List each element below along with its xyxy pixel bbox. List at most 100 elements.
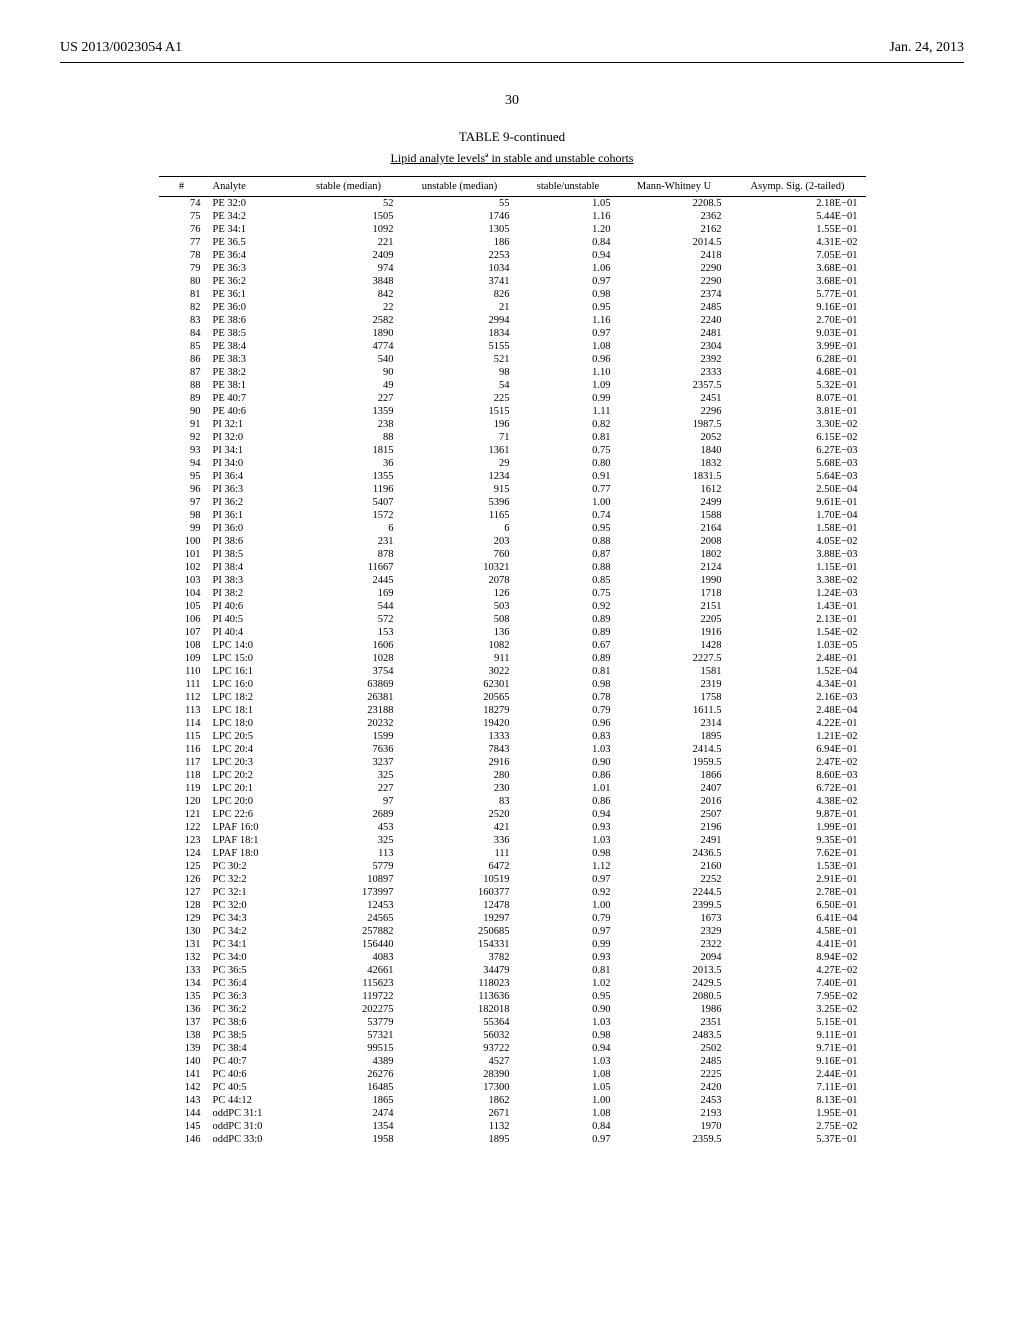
table-cell: 160377 bbox=[402, 886, 518, 899]
table-cell: 7.40E−01 bbox=[730, 977, 866, 990]
table-cell: 238 bbox=[296, 418, 402, 431]
table-cell: PI 34:0 bbox=[205, 457, 296, 470]
table-cell: 0.96 bbox=[518, 717, 619, 730]
table-cell: 8.60E−03 bbox=[730, 769, 866, 782]
table-cell: 17300 bbox=[402, 1081, 518, 1094]
lipid-analyte-table: # Analyte stable (median) unstable (medi… bbox=[159, 176, 866, 1146]
table-row: 98PI 36:1157211650.7415881.70E−04 bbox=[159, 509, 866, 522]
table-cell: 0.92 bbox=[518, 886, 619, 899]
table-cell: 120 bbox=[159, 795, 205, 808]
table-cell: 1612 bbox=[619, 483, 730, 496]
table-cell: 2481 bbox=[619, 327, 730, 340]
table-cell: 0.97 bbox=[518, 275, 619, 288]
table-cell: 1.95E−01 bbox=[730, 1107, 866, 1120]
table-cell: 3.30E−02 bbox=[730, 418, 866, 431]
table-cell: 2094 bbox=[619, 951, 730, 964]
table-cell: 0.98 bbox=[518, 288, 619, 301]
table-cell: 0.97 bbox=[518, 925, 619, 938]
table-cell: LPC 20:2 bbox=[205, 769, 296, 782]
table-cell: LPC 16:1 bbox=[205, 665, 296, 678]
table-cell: PI 34:1 bbox=[205, 444, 296, 457]
table-row: 126PC 32:210897105190.9722522.91E−01 bbox=[159, 873, 866, 886]
table-cell: 105 bbox=[159, 600, 205, 613]
table-cell: 5.64E−03 bbox=[730, 470, 866, 483]
table-cell: PC 38:4 bbox=[205, 1042, 296, 1055]
table-cell: 156440 bbox=[296, 938, 402, 951]
table-cell: 3.81E−01 bbox=[730, 405, 866, 418]
table-cell: 9.61E−01 bbox=[730, 496, 866, 509]
table-cell: 2.78E−01 bbox=[730, 886, 866, 899]
table-cell: 2205 bbox=[619, 613, 730, 626]
table-cell: 91 bbox=[159, 418, 205, 431]
table-cell: 146 bbox=[159, 1133, 205, 1146]
table-cell: PE 34:1 bbox=[205, 223, 296, 236]
table-row: 138PC 38:557321560320.982483.59.11E−01 bbox=[159, 1029, 866, 1042]
table-cell: PE 40:7 bbox=[205, 392, 296, 405]
table-cell: 231 bbox=[296, 535, 402, 548]
table-cell: 2.47E−02 bbox=[730, 756, 866, 769]
table-cell: 0.79 bbox=[518, 912, 619, 925]
table-cell: 20565 bbox=[402, 691, 518, 704]
table-cell: 114 bbox=[159, 717, 205, 730]
table-row: 127PC 32:11739971603770.922244.52.78E−01 bbox=[159, 886, 866, 899]
table-row: 134PC 36:41156231180231.022429.57.40E−01 bbox=[159, 977, 866, 990]
table-cell: 250685 bbox=[402, 925, 518, 938]
table-cell: 2296 bbox=[619, 405, 730, 418]
table-cell: 0.97 bbox=[518, 1133, 619, 1146]
table-cell: 98 bbox=[159, 509, 205, 522]
table-cell: 1606 bbox=[296, 639, 402, 652]
table-row: 105PI 40:65445030.9221511.43E−01 bbox=[159, 600, 866, 613]
table-cell: 1.05 bbox=[518, 197, 619, 211]
table-cell: 1815 bbox=[296, 444, 402, 457]
table-cell: 7.95E−02 bbox=[730, 990, 866, 1003]
table-cell: 109 bbox=[159, 652, 205, 665]
table-cell: 93722 bbox=[402, 1042, 518, 1055]
table-cell: 1.00 bbox=[518, 1094, 619, 1107]
table-cell: 173997 bbox=[296, 886, 402, 899]
table-cell: 2994 bbox=[402, 314, 518, 327]
table-cell: 0.79 bbox=[518, 704, 619, 717]
table-cell: 102 bbox=[159, 561, 205, 574]
table-cell: 2436.5 bbox=[619, 847, 730, 860]
table-cell: 2151 bbox=[619, 600, 730, 613]
table-cell: 1.54E−02 bbox=[730, 626, 866, 639]
table-row: 136PC 36:22022751820180.9019863.25E−02 bbox=[159, 1003, 866, 1016]
table-cell: 0.98 bbox=[518, 1029, 619, 1042]
table-cell: 1.21E−02 bbox=[730, 730, 866, 743]
table-row: 143PC 44:12186518621.0024538.13E−01 bbox=[159, 1094, 866, 1107]
table-cell: PC 30:2 bbox=[205, 860, 296, 873]
table-cell: 6 bbox=[402, 522, 518, 535]
table-cell: 227 bbox=[296, 782, 402, 795]
table-cell: 1.99E−01 bbox=[730, 821, 866, 834]
table-cell: 325 bbox=[296, 769, 402, 782]
table-row: 131PC 34:11564401543310.9923224.41E−01 bbox=[159, 938, 866, 951]
table-cell: 7843 bbox=[402, 743, 518, 756]
table-cell: 2.44E−01 bbox=[730, 1068, 866, 1081]
table-cell: PC 34:3 bbox=[205, 912, 296, 925]
table-cell: 0.82 bbox=[518, 418, 619, 431]
table-cell: 10897 bbox=[296, 873, 402, 886]
table-cell: 1.24E−03 bbox=[730, 587, 866, 600]
table-row: 118LPC 20:23252800.8618668.60E−03 bbox=[159, 769, 866, 782]
table-cell: 1840 bbox=[619, 444, 730, 457]
table-cell: 169 bbox=[296, 587, 402, 600]
table-cell: 257882 bbox=[296, 925, 402, 938]
table-cell: 134 bbox=[159, 977, 205, 990]
table-cell: 79 bbox=[159, 262, 205, 275]
table-cell: 9.35E−01 bbox=[730, 834, 866, 847]
table-cell: PI 36:0 bbox=[205, 522, 296, 535]
table-cell: 2916 bbox=[402, 756, 518, 769]
table-cell: PE 32:0 bbox=[205, 197, 296, 211]
table-row: 91PI 32:12381960.821987.53.30E−02 bbox=[159, 418, 866, 431]
table-cell: PE 38:3 bbox=[205, 353, 296, 366]
table-cell: 110 bbox=[159, 665, 205, 678]
table-cell: 154331 bbox=[402, 938, 518, 951]
table-cell: 2208.5 bbox=[619, 197, 730, 211]
table-cell: 1361 bbox=[402, 444, 518, 457]
table-cell: 5407 bbox=[296, 496, 402, 509]
table-row: 108LPC 14:0160610820.6714281.03E−05 bbox=[159, 639, 866, 652]
table-cell: 4527 bbox=[402, 1055, 518, 1068]
table-cell: 2407 bbox=[619, 782, 730, 795]
table-cell: 83 bbox=[402, 795, 518, 808]
table-cell: 1.03 bbox=[518, 743, 619, 756]
